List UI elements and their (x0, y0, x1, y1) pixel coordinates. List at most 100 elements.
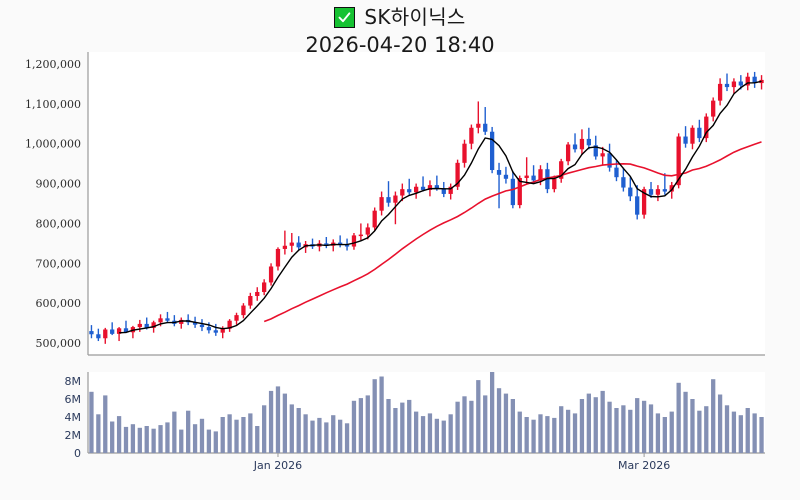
candle-body (469, 127, 474, 144)
volume-bar (331, 415, 336, 453)
candle-body (158, 318, 163, 323)
x-tick-label: Jan 2026 (253, 459, 302, 472)
candle-body (262, 282, 267, 293)
x-tick-label: Mar 2026 (618, 459, 670, 472)
volume-bar (324, 422, 329, 453)
volume-bar (462, 396, 467, 453)
candle-body (192, 322, 198, 325)
candle-body (697, 127, 702, 139)
volume-bar (358, 398, 364, 453)
volume-bar (738, 415, 743, 453)
candle-body (524, 175, 529, 178)
candle-body (448, 186, 453, 194)
volume-bar (227, 414, 232, 453)
candle-body (434, 185, 440, 189)
volume-bar (628, 409, 633, 453)
candle-body (116, 328, 122, 334)
volume-bar (110, 421, 115, 453)
candle-body (483, 123, 488, 132)
candle-body (248, 295, 253, 306)
volume-bar (116, 416, 122, 453)
volume-bar (538, 414, 543, 453)
candle-body (579, 138, 585, 150)
volume-bar (614, 408, 619, 453)
candle-body (662, 189, 667, 192)
candle-body (220, 328, 225, 333)
volume-bar (282, 393, 288, 453)
candle-body (227, 320, 232, 329)
candle-body (455, 162, 460, 187)
volume-bar (407, 399, 412, 453)
candle-body (731, 81, 737, 88)
volume-bar (641, 400, 647, 453)
candle-body (635, 196, 640, 215)
volume-bar (759, 417, 764, 453)
candle-body (365, 227, 370, 235)
volume-bar (338, 419, 343, 453)
volume-bar (192, 424, 198, 453)
volume-bar (289, 404, 294, 453)
candle-body (669, 185, 674, 192)
volume-bar (483, 395, 488, 453)
candle-body (137, 323, 142, 328)
volume-bar (545, 416, 550, 453)
candle-body (338, 242, 343, 245)
candle-body (268, 266, 274, 283)
candle-body (413, 186, 419, 193)
volume-bar (310, 420, 315, 453)
volume-bar (607, 401, 612, 453)
volume-bar (158, 425, 163, 453)
candle-body (344, 244, 350, 247)
candle-body (745, 76, 750, 86)
candle-body (407, 189, 412, 193)
candle-body (717, 83, 723, 101)
volume-bar (241, 417, 246, 453)
candle-body (275, 248, 281, 267)
volume-bar (593, 397, 598, 453)
volume-bar (648, 404, 654, 453)
candle-body (255, 292, 260, 296)
volume-bar (400, 402, 405, 453)
volume-y-tick-label: 2M (65, 429, 82, 442)
volume-bar (172, 411, 177, 453)
volume-bar (586, 393, 591, 453)
volume-y-tick-label: 4M (65, 411, 82, 424)
volume-bar (165, 422, 170, 453)
candle-body (738, 81, 743, 86)
candle-body (496, 170, 502, 175)
volume-bar (697, 410, 702, 453)
candle-body (386, 197, 391, 203)
candle-body (206, 327, 212, 331)
volume-bar (275, 386, 281, 453)
candle-body (123, 328, 129, 333)
candle-body (144, 323, 149, 328)
candle-body (517, 177, 522, 206)
ma-short-line (119, 80, 762, 334)
volume-bar (434, 418, 440, 453)
volume-bar (745, 408, 750, 453)
volume-bar (296, 408, 301, 453)
volume-bar (579, 399, 585, 453)
volume-bar (213, 431, 218, 453)
candle-body (213, 330, 218, 333)
volume-bar (448, 414, 453, 453)
volume-bar (303, 414, 308, 453)
green-check-icon (334, 6, 356, 28)
volume-bar (248, 413, 253, 453)
volume-bars (89, 372, 764, 453)
volume-bar (151, 428, 156, 453)
candle-body (628, 187, 633, 197)
volume-bar (669, 411, 674, 453)
volume-bar (365, 395, 370, 453)
volume-bar (199, 418, 205, 453)
volume-bar (262, 405, 267, 453)
price-y-tick-label: 500,000 (36, 337, 82, 350)
candle-body (559, 161, 564, 179)
candle-body (393, 195, 398, 203)
volume-bar (96, 414, 101, 453)
volume-bar (144, 426, 149, 453)
volume-bar (524, 417, 529, 453)
title-row: SK하이닉스 (0, 0, 800, 32)
candle-body (655, 189, 661, 195)
